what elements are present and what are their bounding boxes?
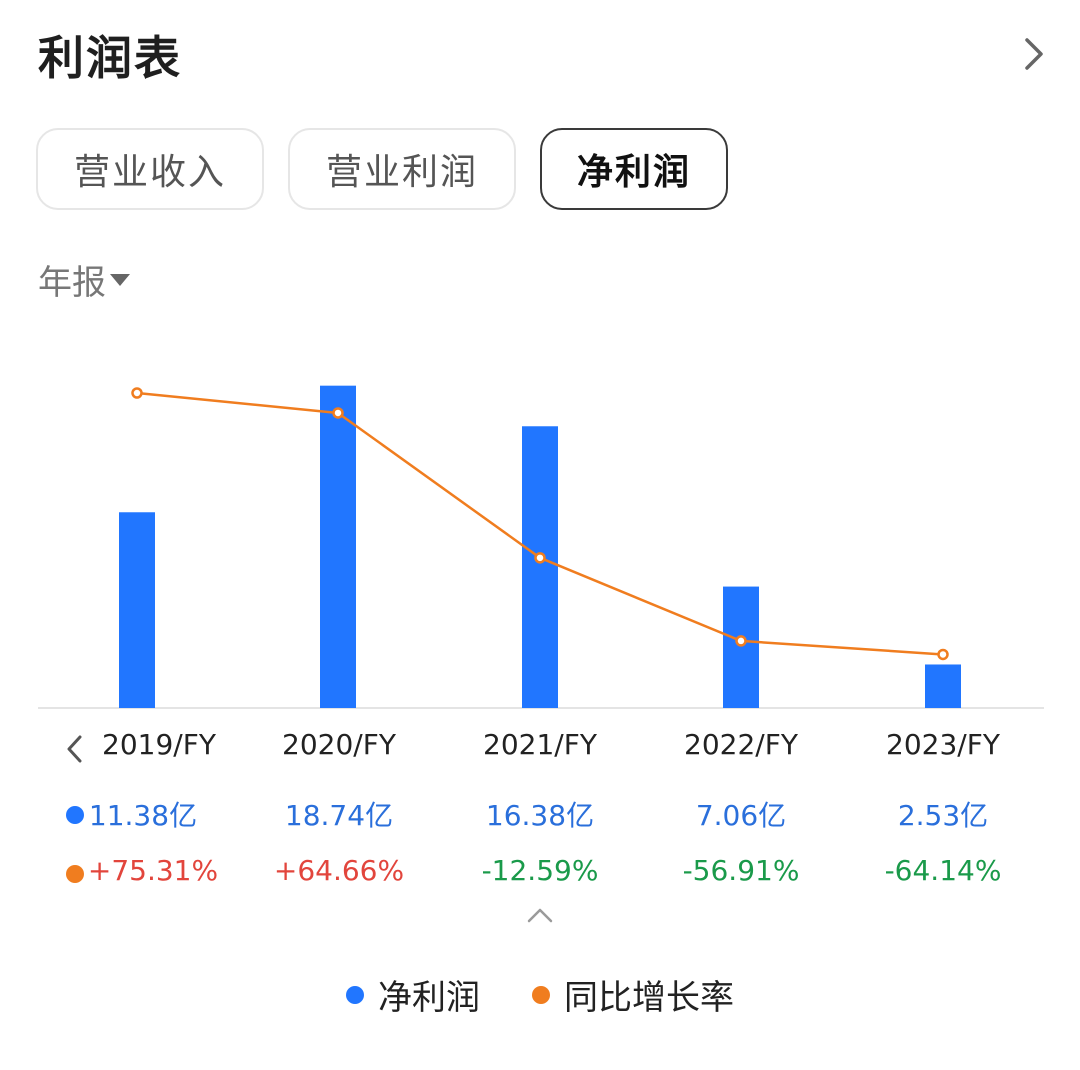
- yoy-point[interactable]: [937, 648, 949, 661]
- page-title: 利润表: [38, 31, 182, 85]
- caret-down-icon: [110, 273, 130, 286]
- yoy-point[interactable]: [735, 635, 747, 647]
- net-profit-value: 11.38亿: [88, 799, 198, 832]
- legend-dot: [346, 985, 364, 1004]
- chart-legend: 净利润 同比增长率: [0, 970, 1080, 1019]
- x-tick-label: 2021/FY: [483, 728, 597, 761]
- yoy-value: -56.91%: [682, 854, 800, 887]
- legend-item-net-profit[interactable]: 净利润: [346, 970, 480, 1019]
- x-tick-label: 2019/FY: [102, 728, 216, 761]
- chevron-up-icon[interactable]: [526, 905, 554, 925]
- chevron-right-icon[interactable]: [1014, 34, 1054, 74]
- chevron-left-icon[interactable]: [60, 732, 90, 766]
- net-profit-value: 2.53亿: [897, 799, 989, 832]
- net-profit-bar[interactable]: [925, 664, 961, 708]
- x-tick-label: 2022/FY: [684, 728, 798, 761]
- net-profit-bar[interactable]: [119, 512, 155, 708]
- net-profit-value: 18.74亿: [284, 799, 394, 832]
- yoy-point[interactable]: [332, 407, 344, 419]
- yoy-value: -64.14%: [884, 854, 1002, 887]
- yoy-point[interactable]: [131, 387, 143, 399]
- tab-operating-revenue[interactable]: 营业收入: [36, 128, 264, 210]
- period-selector[interactable]: 年报: [38, 255, 130, 304]
- net-profit-value: 16.38亿: [485, 799, 595, 832]
- x-tick-label: 2020/FY: [282, 728, 396, 761]
- net-profit-row-dot: [66, 806, 84, 824]
- legend-dot: [532, 985, 550, 1004]
- yoy-row-dot: [66, 865, 84, 883]
- net-profit-chart: [38, 385, 1044, 709]
- net-profit-bar[interactable]: [723, 586, 759, 708]
- tab-operating-profit[interactable]: 营业利润: [288, 128, 516, 210]
- legend-item-yoy[interactable]: 同比增长率: [532, 970, 734, 1019]
- period-selector-label: 年报: [38, 263, 106, 303]
- yoy-value: -12.59%: [481, 854, 599, 887]
- legend-label: 同比增长率: [564, 978, 734, 1018]
- tab-net-profit[interactable]: 净利润: [540, 128, 728, 210]
- yoy-value: +64.66%: [273, 854, 405, 887]
- yoy-value: +75.31%: [87, 854, 219, 887]
- net-profit-value: 7.06亿: [695, 799, 787, 832]
- legend-label: 净利润: [378, 978, 480, 1018]
- net-profit-bar[interactable]: [320, 385, 356, 708]
- x-tick-label: 2023/FY: [886, 728, 1000, 761]
- net-profit-bar[interactable]: [522, 426, 558, 708]
- yoy-point[interactable]: [534, 552, 546, 564]
